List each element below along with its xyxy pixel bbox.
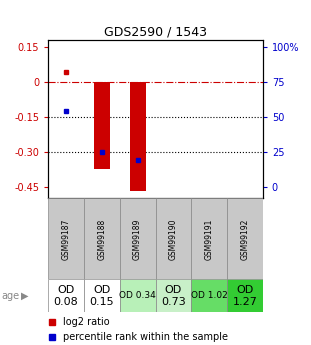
FancyBboxPatch shape [84,279,120,312]
Text: percentile rank within the sample: percentile rank within the sample [63,332,228,342]
FancyBboxPatch shape [191,279,227,312]
Text: GSM99188: GSM99188 [97,218,106,259]
Text: log2 ratio: log2 ratio [63,317,110,327]
FancyBboxPatch shape [84,198,120,279]
Text: GSM99189: GSM99189 [133,218,142,259]
Bar [130,82,146,191]
FancyBboxPatch shape [156,198,191,279]
Bar [94,82,110,169]
FancyBboxPatch shape [48,279,84,312]
FancyBboxPatch shape [227,198,263,279]
Text: GSM99191: GSM99191 [205,218,214,259]
Title: GDS2590 / 1543: GDS2590 / 1543 [104,26,207,39]
Text: GSM99187: GSM99187 [62,218,71,259]
Text: OD
0.08: OD 0.08 [54,285,78,307]
Text: OD
1.27: OD 1.27 [233,285,257,307]
Text: OD 1.02: OD 1.02 [191,291,228,300]
Text: GSM99192: GSM99192 [240,218,249,259]
Text: ▶: ▶ [21,291,29,301]
Text: OD
0.73: OD 0.73 [161,285,186,307]
Text: OD
0.15: OD 0.15 [90,285,114,307]
Text: GSM99190: GSM99190 [169,218,178,260]
FancyBboxPatch shape [48,198,84,279]
FancyBboxPatch shape [120,198,156,279]
Text: age: age [2,291,20,301]
Text: OD 0.34: OD 0.34 [119,291,156,300]
FancyBboxPatch shape [156,279,191,312]
FancyBboxPatch shape [191,198,227,279]
FancyBboxPatch shape [120,279,156,312]
FancyBboxPatch shape [227,279,263,312]
